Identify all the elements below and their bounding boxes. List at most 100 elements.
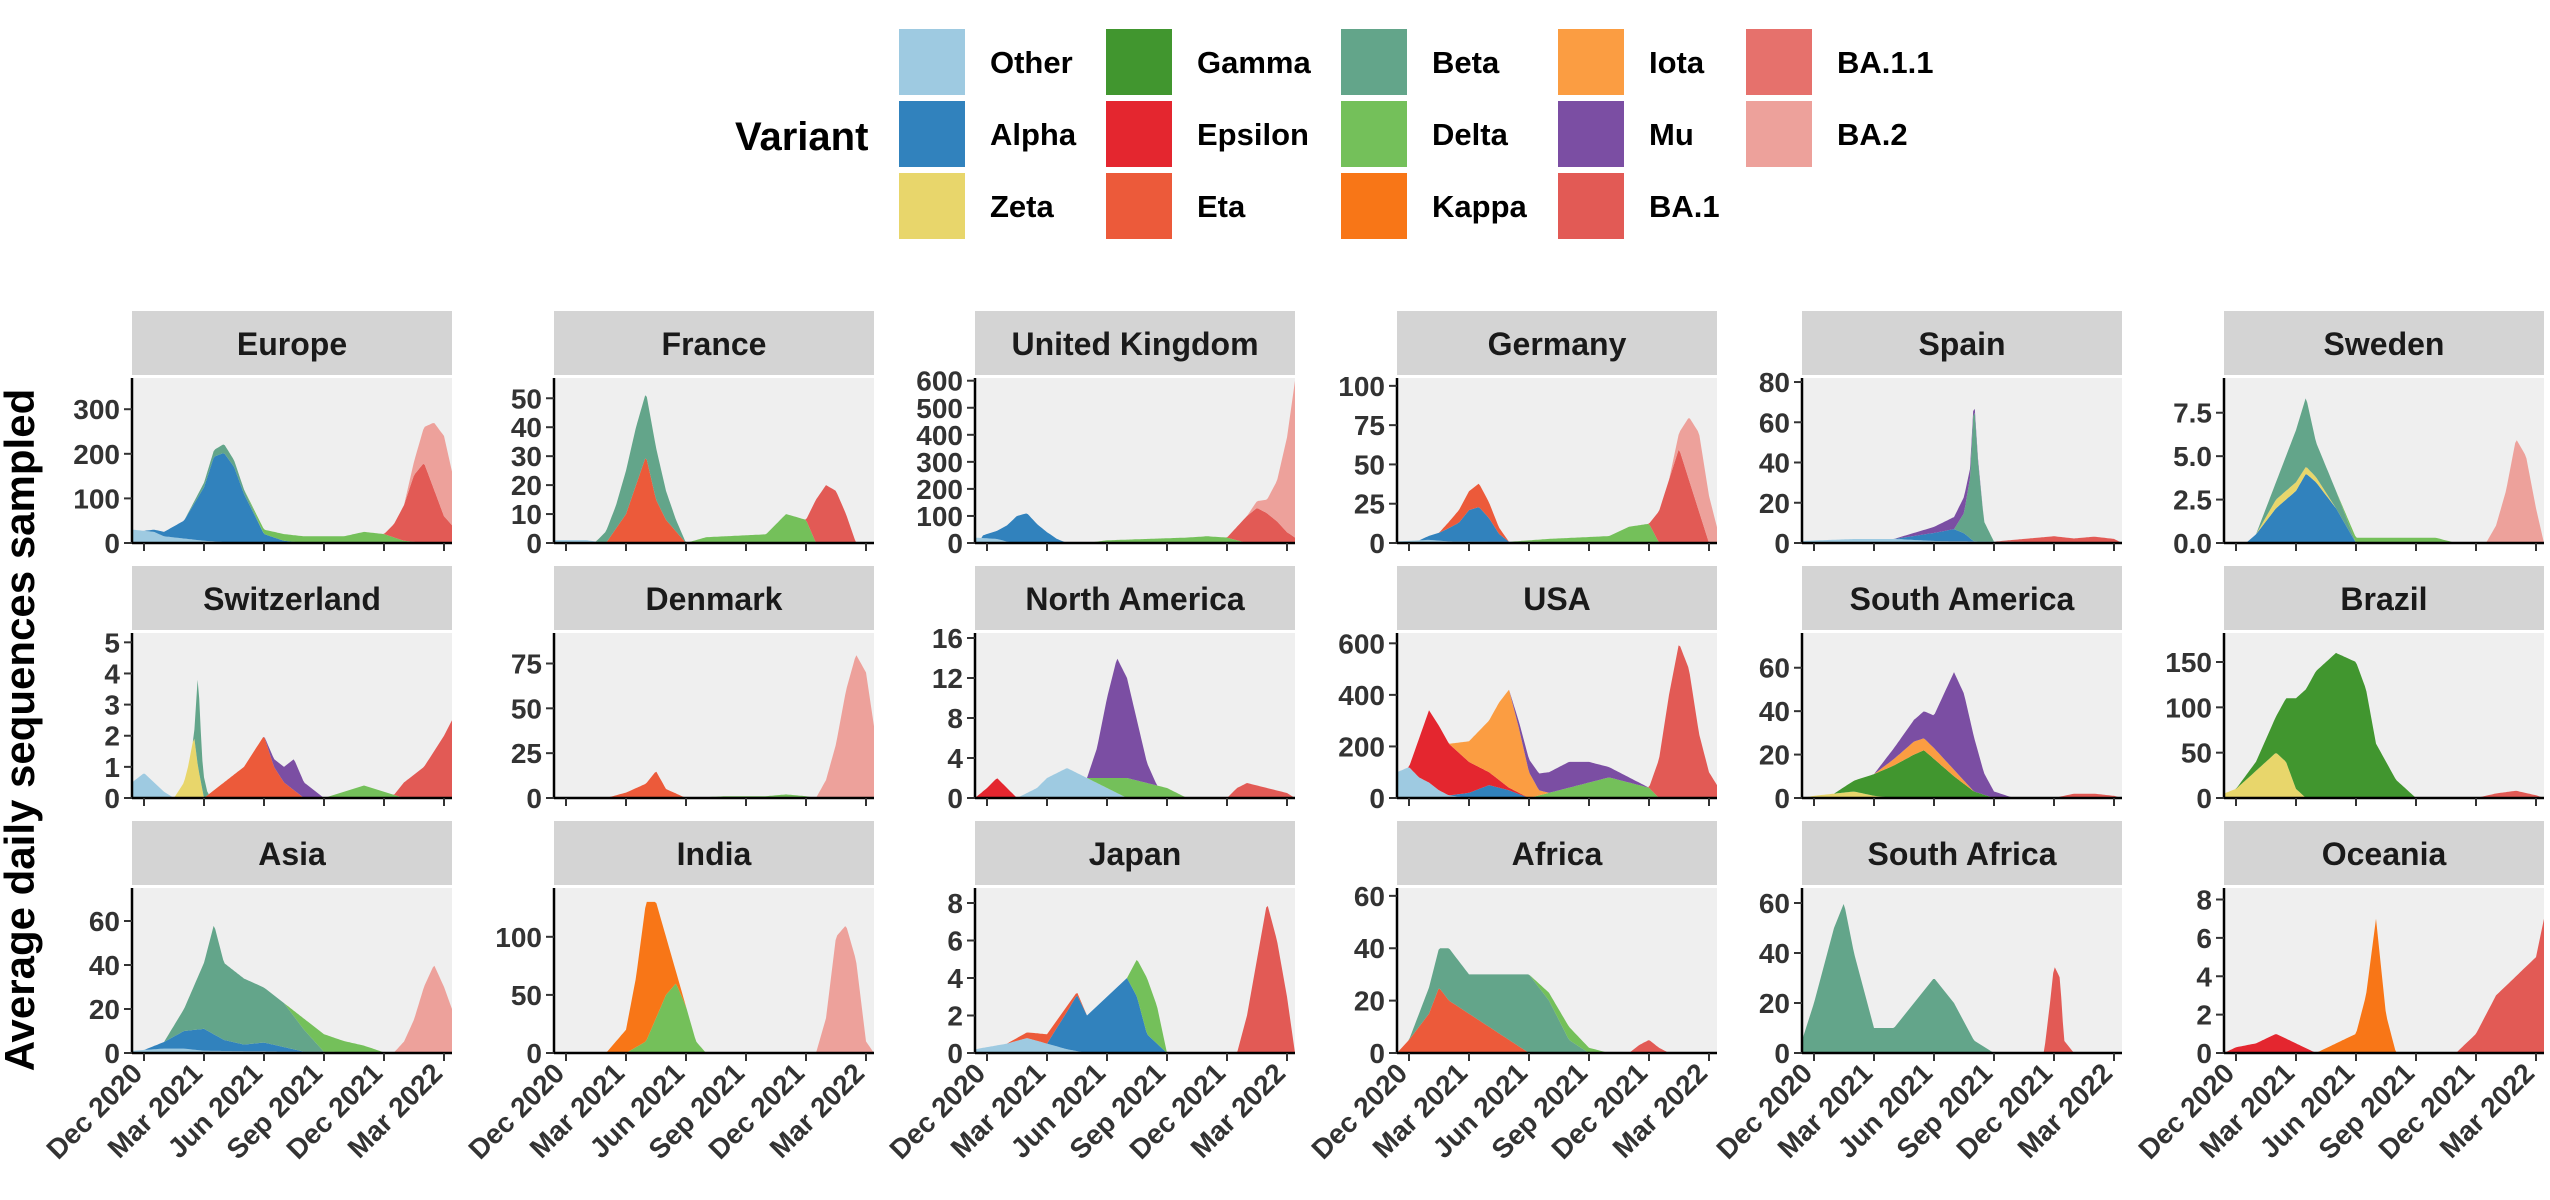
panel-strip: [554, 311, 874, 375]
legend-key-mu: [1556, 99, 1626, 169]
area-other: [1397, 767, 1717, 798]
legend-key-epsilon: [1104, 99, 1174, 169]
area-other: [132, 773, 452, 798]
y-tick-label: 500: [916, 393, 963, 424]
y-tick-label: 0: [1369, 528, 1385, 559]
y-tick-label: 0: [947, 1038, 963, 1069]
y-tick-label: 2.5: [2173, 485, 2212, 516]
y-tick-label: 2: [104, 721, 120, 752]
area-alpha: [1397, 507, 1717, 543]
y-tick-label: 75: [1354, 410, 1385, 441]
panel-germany: Germany 0 25 50 75 100: [1338, 311, 1717, 559]
y-tick-label: 100: [1338, 371, 1385, 402]
y-tick-label: 0: [1369, 1038, 1385, 1069]
panel-north-america: North America 0 4 8 12 16: [932, 566, 1295, 814]
panel-title: Sweden: [2324, 326, 2445, 362]
plot-background: [554, 633, 874, 798]
panel-title: Brazil: [2340, 581, 2427, 617]
y-tick-label: 40: [1759, 448, 1790, 479]
y-tick-label: 0: [2196, 1038, 2212, 1069]
area-beta: [2224, 398, 2544, 543]
panel-strip: [1802, 821, 2122, 885]
panel-title: Asia: [258, 836, 326, 872]
area-mu: [132, 679, 452, 798]
y-tick-label: 60: [1759, 888, 1790, 919]
y-tick-label: 20: [1354, 986, 1385, 1017]
legend-label-epsilon: Epsilon: [1197, 117, 1309, 152]
y-tick-label: 80: [1759, 367, 1790, 398]
panel-strip: [554, 566, 874, 630]
panel-title: Germany: [1488, 326, 1627, 362]
y-tick-label: 20: [1759, 488, 1790, 519]
panel-strip: [554, 821, 874, 885]
area-zeta: [2224, 753, 2544, 798]
legend-item-mu: Mu: [1556, 99, 1694, 169]
legend-key-ba-1-1: [1744, 27, 1814, 97]
legend-key-gamma: [1104, 27, 1174, 97]
y-tick-label: 400: [1338, 680, 1385, 711]
legend-key-other: [897, 27, 967, 97]
area-ba-2: [554, 655, 874, 798]
panel-title: Europe: [237, 326, 347, 362]
area-ba-2: [1397, 418, 1717, 543]
legend-label-gamma: Gamma: [1197, 45, 1311, 80]
y-tick-label: 20: [511, 470, 542, 501]
area-layer: [2224, 398, 2544, 543]
panel-south-america: South America 0 20 40 60: [1759, 566, 2122, 814]
y-tick-label: 0: [1774, 783, 1790, 814]
area-layer: [975, 658, 1295, 798]
legend-item-ba-1-1: BA.1.1: [1744, 27, 1933, 97]
y-tick-label: 75: [511, 648, 542, 679]
area-ba-1: [2224, 918, 2544, 1053]
panel-title: USA: [1523, 581, 1591, 617]
legend-item-zeta: Zeta: [897, 171, 1055, 241]
y-tick-label: 7.5: [2173, 398, 2212, 429]
legend-key-alpha: [897, 99, 967, 169]
y-tick-label: 0.0: [2173, 528, 2212, 559]
panel-strip: [1397, 821, 1717, 885]
panel-title: Spain: [1918, 326, 2005, 362]
y-tick-label: 200: [1338, 731, 1385, 762]
panel-title: United Kingdom: [1011, 326, 1258, 362]
legend-label-alpha: Alpha: [990, 117, 1077, 152]
area-other: [975, 768, 1295, 798]
area-ba-1: [975, 508, 1295, 543]
area-epsilon: [2224, 1034, 2544, 1053]
y-tick-label: 40: [1354, 933, 1385, 964]
panel-strip: [2224, 566, 2544, 630]
legend-title: Variant: [735, 115, 868, 159]
area-delta: [1397, 483, 1717, 543]
legend-label-other: Other: [990, 45, 1073, 80]
legend-label-kappa: Kappa: [1432, 189, 1528, 224]
y-tick-label: 16: [932, 623, 963, 654]
legend-item-delta: Delta: [1339, 99, 1509, 169]
area-delta: [975, 960, 1295, 1053]
legend-item-eta: Eta: [1104, 171, 1246, 241]
y-tick-label: 0: [526, 528, 542, 559]
area-alpha: [975, 513, 1295, 543]
y-tick-label: 0: [104, 528, 120, 559]
legend-key-kappa: [1339, 171, 1409, 241]
panel-title: Japan: [1089, 836, 1181, 872]
area-layer: [132, 679, 452, 798]
area-eta: [1397, 988, 1717, 1053]
y-tick-label: 600: [916, 366, 963, 397]
y-tick-label: 4: [2196, 961, 2212, 992]
legend-key-ba-1: [1556, 171, 1626, 241]
y-tick-label: 40: [1759, 696, 1790, 727]
area-other: [975, 1038, 1295, 1053]
legend-label-beta: Beta: [1432, 45, 1500, 80]
legend-key-eta: [1104, 171, 1174, 241]
y-tick-label: 60: [1759, 407, 1790, 438]
legend-label-zeta: Zeta: [990, 189, 1055, 224]
area-layer: [975, 906, 1295, 1053]
facet-grid: Europe0100200300France01020304050United …: [40, 311, 2544, 1165]
y-tick-label: 150: [2165, 647, 2212, 678]
area-layer: [2224, 918, 2544, 1053]
legend-key-delta: [1339, 99, 1409, 169]
